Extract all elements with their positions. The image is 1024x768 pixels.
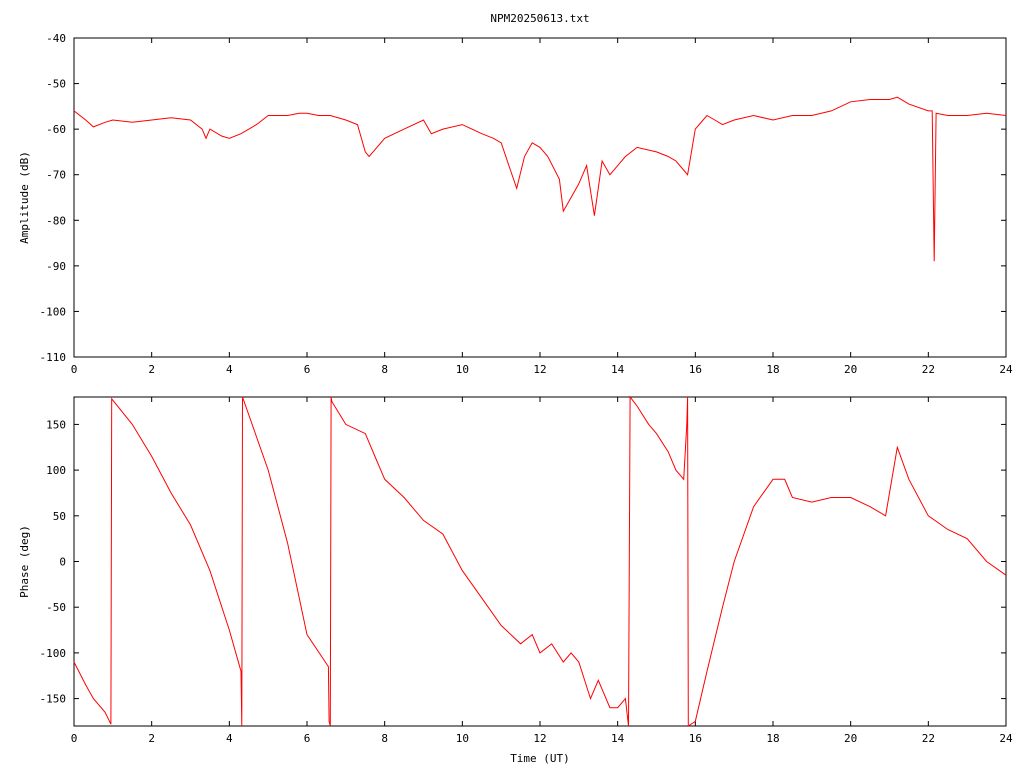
amplitude-x-tick-label: 6 — [304, 363, 311, 376]
phase-y-tick-label: 0 — [59, 556, 66, 569]
phase-x-tick-label: 18 — [766, 732, 779, 745]
amplitude-x-tick-label: 22 — [922, 363, 935, 376]
phase-y-axis: 150 100 50 0 -50 -100 -150 — [40, 418, 1006, 706]
chart-title: NPM20250613.txt — [490, 12, 589, 25]
amplitude-x-tick-label: 0 — [71, 363, 78, 376]
phase-x-tick-label: 0 — [71, 732, 78, 745]
amplitude-y-tick-label: -80 — [46, 214, 66, 227]
phase-panel: 0 2 4 6 8 10 12 14 16 18 20 22 24 150100500-50-100-1… — [18, 395, 1013, 765]
phase-plot-frame — [73, 396, 1007, 727]
phase-y-tick-label: -50 — [46, 601, 66, 614]
phase-x-tick-label: 16 — [689, 732, 702, 745]
amplitude-plot-frame — [73, 37, 1007, 358]
phase-y-tick-label: 100 — [46, 464, 66, 477]
amplitude-x-tick-label: 2 — [148, 363, 155, 376]
phase-y-tick-label: 50 — [53, 510, 66, 523]
amplitude-x-axis: 0 2 4 6 8 10 12 14 16 18 20 22 24 — [71, 38, 1013, 376]
phase-x-tick-label: 22 — [922, 732, 935, 745]
amplitude-x-tick-label: 10 — [456, 363, 469, 376]
phase-x-tick-label: 14 — [611, 732, 625, 745]
phase-x-tick-label: 4 — [226, 732, 233, 745]
amplitude-x-tick-label: 14 — [611, 363, 625, 376]
amplitude-x-tick-label: 8 — [381, 363, 388, 376]
amplitude-y-tick-label: -100 — [40, 305, 67, 318]
phase-x-tick-label: 8 — [381, 732, 388, 745]
amplitude-x-tick-label: 18 — [766, 363, 779, 376]
amplitude-y-tick-label: -50 — [46, 78, 66, 91]
amplitude-y-tick-label: -60 — [46, 123, 66, 136]
amplitude-x-tick-label: 4 — [226, 363, 233, 376]
amplitude-series-line — [73, 96, 1007, 262]
phase-x-axis-label: Time (UT) — [510, 752, 570, 765]
amplitude-y-axis: -40 -50 -60 -70 -80 -90 -100 -110 — [40, 32, 1006, 364]
phase-x-tick-label: 24 — [999, 732, 1013, 745]
amplitude-panel: 0 2 4 6 8 10 12 14 16 18 20 22 24 -40-50-60-70-80-90… — [18, 32, 1013, 376]
amplitude-y-tick-label: -110 — [40, 351, 67, 364]
phase-x-tick-label: 2 — [148, 732, 155, 745]
phase-x-axis: 0 2 4 6 8 10 12 14 16 18 20 22 24 — [71, 397, 1013, 745]
amplitude-y-tick-label: -70 — [46, 169, 66, 182]
phase-x-tick-label: 12 — [533, 732, 546, 745]
phase-x-tick-label: 10 — [456, 732, 469, 745]
amplitude-y-tick-label: -40 — [46, 32, 66, 45]
phase-x-tick-label: 20 — [844, 732, 857, 745]
phase-y-tick-label: 150 — [46, 418, 66, 431]
phase-x-tick-label: 6 — [304, 732, 311, 745]
phase-y-tick-label: -150 — [40, 693, 67, 706]
amplitude-x-tick-label: 16 — [689, 363, 702, 376]
amplitude-y-axis-label: Amplitude (dB) — [18, 151, 31, 244]
amplitude-x-tick-label: 24 — [999, 363, 1013, 376]
amplitude-x-tick-label: 20 — [844, 363, 857, 376]
phase-series-line — [73, 395, 1007, 727]
phase-y-tick-label: -100 — [40, 647, 67, 660]
amplitude-y-tick-label: -90 — [46, 260, 66, 273]
phase-y-axis-label: Phase (deg) — [18, 525, 31, 598]
amplitude-x-tick-label: 12 — [533, 363, 546, 376]
